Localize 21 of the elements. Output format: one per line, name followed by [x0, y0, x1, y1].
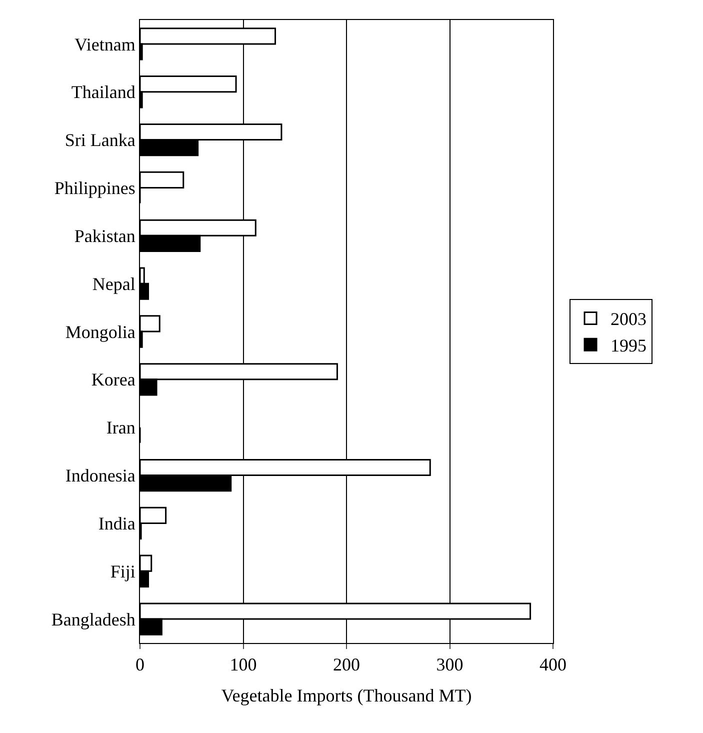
y-tick-label: Sri Lanka — [64, 130, 136, 150]
y-tick-label: Pakistan — [74, 226, 136, 246]
y-tick-label: Bangladesh — [51, 609, 136, 630]
y-tick-label: Mongolia — [65, 322, 136, 342]
x-tick-label: 400 — [540, 654, 566, 675]
x-tick-label: 200 — [333, 654, 360, 675]
x-tick-label: 0 — [136, 654, 144, 675]
x-tick-label: 100 — [230, 654, 257, 675]
x-tick-label: 300 — [436, 654, 464, 675]
y-tick-label: Iran — [106, 418, 136, 438]
y-tick-label: Indonesia — [65, 466, 136, 486]
y-tick-label: Philippines — [54, 178, 136, 198]
x-axis-title: Vegetable Imports (Thousand MT) — [221, 686, 472, 706]
y-tick-label: India — [98, 513, 136, 534]
legend-label: 1995 — [610, 336, 647, 356]
y-tick-label: Korea — [91, 370, 136, 390]
y-tick-label: Fiji — [110, 561, 136, 582]
legend-label: 2003 — [610, 309, 647, 330]
y-tick-label: Nepal — [92, 274, 136, 294]
y-tick-label: Thailand — [71, 82, 136, 102]
y-tick-label: Vietnam — [74, 34, 136, 54]
